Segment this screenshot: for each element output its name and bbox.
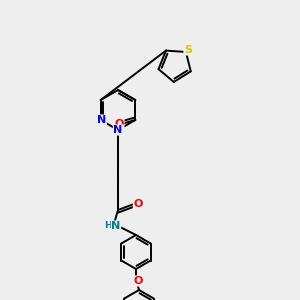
Text: O: O (115, 119, 124, 129)
Text: N: N (111, 221, 121, 231)
Text: H: H (104, 221, 112, 230)
Text: N: N (113, 125, 123, 135)
Text: O: O (133, 276, 143, 286)
Text: N: N (97, 115, 106, 125)
Text: O: O (133, 199, 143, 209)
Text: S: S (184, 45, 192, 55)
